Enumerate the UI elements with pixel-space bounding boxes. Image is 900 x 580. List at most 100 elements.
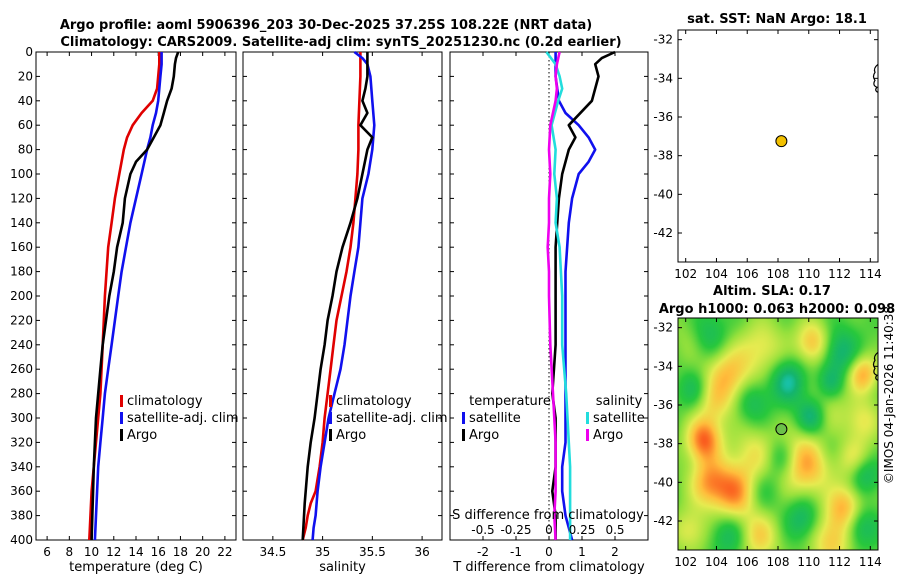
depth-tick-label: 300 — [10, 411, 33, 425]
diff-top-xtick-label: 0 — [545, 523, 553, 537]
sal-xlabel: salinity — [319, 560, 366, 575]
sla-ytick-label: -42 — [653, 514, 673, 528]
temp-xtick-label: 20 — [195, 545, 210, 559]
sst-ytick-label: -38 — [653, 149, 673, 163]
sal-legend-0-swatch — [329, 395, 332, 407]
sal-xtick-label: 35 — [315, 545, 330, 559]
depth-tick-label: 60 — [18, 118, 33, 132]
temp-xtick-label: 16 — [151, 545, 166, 559]
sst-xtick-label: 102 — [674, 267, 697, 281]
depth-tick-label: 120 — [10, 191, 33, 205]
sla-xtick-label: 102 — [674, 555, 697, 569]
depth-tick-label: 240 — [10, 338, 33, 352]
diff-xlabel: T difference from climatology — [452, 560, 645, 575]
diff-top-xtick-label: -0.5 — [471, 523, 494, 537]
temp-legend-2-swatch — [120, 429, 123, 441]
sla-xtick-label: 110 — [797, 555, 820, 569]
diff-xtick-label: -2 — [477, 545, 489, 559]
depth-tick-label: 160 — [10, 240, 33, 254]
sla-panel: 102 104 106 108 110 112 114 -32 -34 -36 -38 -40 -42 A… — [653, 284, 895, 569]
sst-xtick-label: 110 — [797, 267, 820, 281]
depth-tick-label: 140 — [10, 216, 33, 230]
diff-legend-temp-0-label: satellite — [469, 411, 521, 426]
temp-xtick-label: 22 — [217, 545, 232, 559]
diff-series-salinity-satellite — [545, 51, 572, 540]
temp-xtick-label: 18 — [173, 545, 188, 559]
depth-tick-label: 200 — [10, 289, 33, 303]
temperature-panel: 0 20 40 60 80 100 120 140 160 180 200 220 240 260 280 3… — [10, 45, 239, 575]
sst-ytick-label: -36 — [653, 110, 673, 124]
sal-xtick-label: 36 — [414, 545, 429, 559]
sla-xtick-label: 106 — [736, 555, 759, 569]
sst-xtick-label: 114 — [859, 267, 882, 281]
sla-coastline — [872, 351, 879, 381]
sla-ytick-label: -34 — [653, 359, 673, 373]
temp-series-satellite-adj-clim — [93, 52, 163, 541]
depth-tick-label: 0 — [25, 45, 33, 59]
diff-xtick-label: -1 — [510, 545, 522, 559]
diff-legend-temp-1-swatch — [462, 429, 465, 441]
depth-tick-label: 180 — [10, 265, 33, 279]
difference-panel: -2 -1 0 1 2T difference from climatology S di… — [449, 50, 649, 575]
sal-legend-2-swatch — [329, 429, 332, 441]
sal-xtick-label: 34.5 — [259, 545, 286, 559]
depth-tick-label: 20 — [18, 69, 33, 83]
sst-ytick-label: -40 — [653, 187, 673, 201]
sst-panel: 102 104 106 108 110 112 114 -32 -34 -36 -38 -40 -42 s… — [653, 12, 881, 281]
sla-xtick-label: 108 — [767, 555, 790, 569]
sst-xtick-label: 104 — [705, 267, 728, 281]
depth-tick-label: 220 — [10, 313, 33, 327]
title-line-1: Argo profile: aoml 5906396_203 30-Dec-20… — [60, 18, 592, 33]
sst-ytick-label: -34 — [653, 71, 673, 85]
temp-xtick-label: 6 — [43, 545, 51, 559]
sla-argo-marker — [775, 423, 788, 436]
diff-series-salinity-argo — [546, 51, 561, 541]
sal-legend-2-label: Argo — [336, 428, 366, 443]
sal-legend-1-label: satellite-adj. clim — [336, 411, 448, 426]
sst-argo-marker — [775, 135, 788, 148]
depth-tick-label: 40 — [18, 94, 33, 108]
depth-tick-label: 260 — [10, 362, 33, 376]
sla-xtick-label: 114 — [859, 555, 882, 569]
temp-xtick-label: 14 — [128, 545, 143, 559]
diff-series-temperature-satellite — [554, 52, 597, 541]
temp-legend-0-swatch — [120, 395, 123, 407]
figure-title: Argo profile: aoml 5906396_203 30-Dec-20… — [60, 18, 622, 50]
sla-xtick-label: 104 — [705, 555, 728, 569]
sal-legend-1-swatch — [329, 412, 332, 424]
credit-text: ©IMOS 04-Jan-2026 11:40:38 — [882, 306, 896, 484]
sst-xtick-label: 112 — [828, 267, 851, 281]
sla-title-1: Altim. SLA: 0.17 — [713, 284, 831, 299]
depth-tick-label: 80 — [18, 143, 33, 157]
sst-ytick-label: -32 — [653, 33, 673, 47]
diff-legend-salinity-title: salinity — [596, 394, 643, 409]
temp-legend-0-label: climatology — [127, 394, 203, 409]
sla-ytick-label: -32 — [653, 321, 673, 335]
sal-series-argo — [301, 52, 374, 541]
depth-tick-label: 320 — [10, 435, 33, 449]
diff-top-xtick-label: 0.5 — [605, 523, 624, 537]
diff-xtick-label: 0 — [545, 545, 553, 559]
diff-legend-sal-0-label: satellite — [593, 411, 645, 426]
temp-legend-2-label: Argo — [127, 428, 157, 443]
diff-xtick-label: 1 — [578, 545, 586, 559]
salinity-panel: 34.5 35 35.5 36 salinity climatology satellite… — [242, 50, 448, 575]
sst-coastline — [872, 63, 879, 93]
temp-axes-box — [35, 51, 237, 541]
temp-legend-1-label: satellite-adj. clim — [127, 411, 239, 426]
depth-tick-label: 100 — [10, 167, 33, 181]
temp-xtick-label: 12 — [106, 545, 121, 559]
diff-legend-sal-1-swatch — [586, 429, 589, 441]
temp-series-argo — [90, 51, 180, 541]
temp-series-climatology — [88, 52, 161, 541]
diff-top-xlabel: S difference from climatology — [452, 508, 644, 523]
temp-xlabel: temperature (deg C) — [69, 560, 203, 575]
sla-ytick-label: -38 — [653, 437, 673, 451]
diff-legend-sal-1-label: Argo — [593, 428, 623, 443]
depth-tick-label: 360 — [10, 484, 33, 498]
diff-xtick-label: 2 — [611, 545, 619, 559]
sal-series-climatology — [301, 52, 362, 541]
temp-xtick-label: 10 — [84, 545, 99, 559]
sla-xtick-label: 112 — [828, 555, 851, 569]
